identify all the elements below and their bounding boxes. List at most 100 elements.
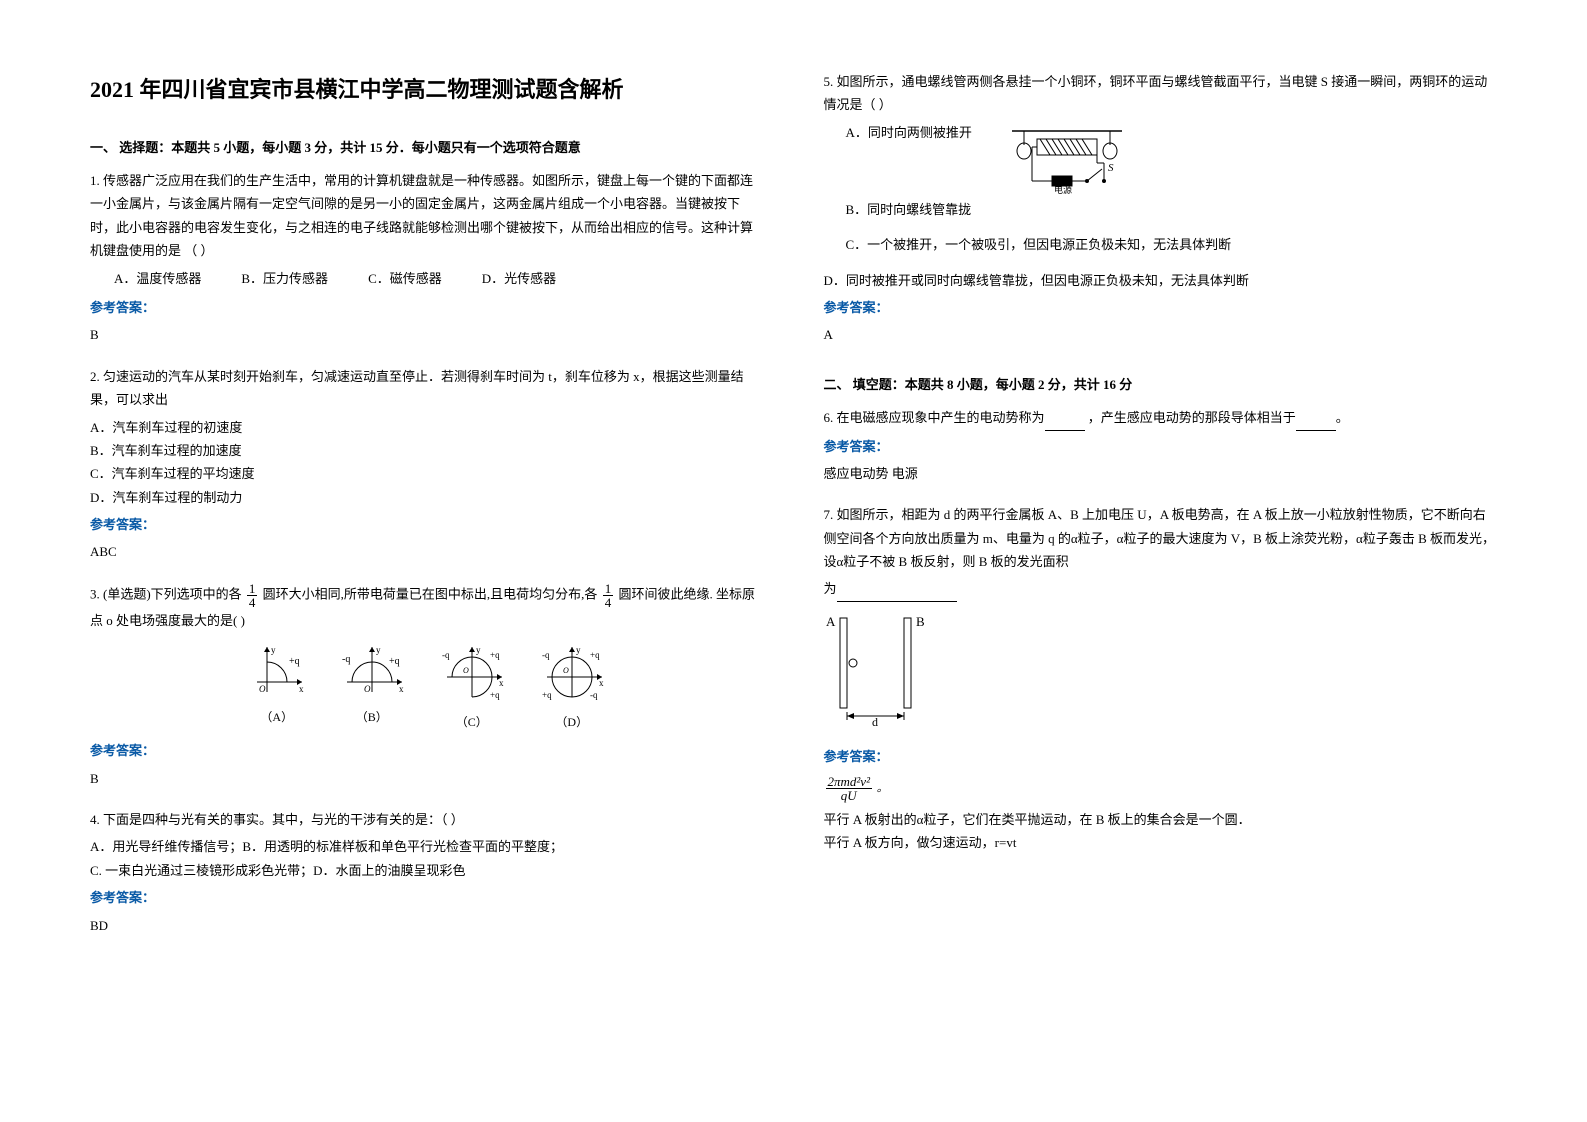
q4-answer: BD (90, 914, 764, 937)
svg-text:x: x (299, 684, 304, 694)
q2-opt-b: B．汽车刹车过程的加速度 (90, 439, 764, 462)
q3-answer: B (90, 767, 764, 790)
label-b: B (916, 614, 925, 629)
q5-circuit-diagram: 电源 S (992, 121, 1142, 198)
q1-answer-label: 参考答案： (90, 296, 764, 319)
q4-line2: C. 一束白光通过三棱镜形成彩色光带；D．水面上的油膜呈现彩色 (90, 859, 764, 882)
q3-stem: 3. (单选题)下列选项中的各 14 圆环大小相同,所带电荷量已在图中标出,且电… (90, 582, 764, 632)
label-a: A (826, 614, 836, 629)
q3-answer-label: 参考答案： (90, 739, 764, 762)
question-6: 6. 在电磁感应现象中产生的电动势称为 ，产生感应电动势的那段导体相当于 。 参… (824, 406, 1498, 495)
right-column: 5. 如图所示，通电螺线管两侧各悬挂一个小铜环，铜环平面与螺线管截面平行，当电键… (824, 70, 1498, 1082)
q5-opt-a: A．同时向两侧被推开 (846, 121, 972, 144)
q3-label-d: （D） (537, 712, 607, 734)
svg-text:+q: +q (490, 650, 500, 660)
q1-options: A．温度传感器 B．压力传感器 C．磁传感器 D．光传感器 (114, 267, 764, 290)
q7-stem: 7. 如图所示，相距为 d 的两平行金属板 A、B 上加电压 U，A 板电势高，… (824, 503, 1498, 573)
q3-label-c: （C） (437, 712, 507, 734)
formula-trail: 。 (874, 782, 888, 794)
q3-label-b: （B） (337, 707, 407, 729)
q6-answer-label: 参考答案： (824, 435, 1498, 458)
q3-pre: 3. (单选题)下列选项中的各 (90, 586, 242, 601)
question-5: 5. 如图所示，通电螺线管两侧各悬挂一个小铜环，铜环平面与螺线管截面平行，当电键… (824, 70, 1498, 357)
q1-opt-b: B．压力传感器 (241, 267, 328, 290)
q7-explain-2: 平行 A 板方向，做匀速运动，r=vt (824, 831, 1498, 854)
question-1: 1. 传感器广泛应用在我们的生产生活中，常用的计算机键盘就是一种传感器。如图所示… (90, 169, 764, 357)
question-4: 4. 下面是四种与光有关的事实。其中，与光的干涉有关的是：（ ） A．用光导纤维… (90, 808, 764, 947)
formula-top: 2πmd²v² (826, 775, 872, 789)
question-3: 3. (单选题)下列选项中的各 14 圆环大小相同,所带电荷量已在图中标出,且电… (90, 582, 764, 800)
fraction-icon: 14 (247, 582, 258, 609)
q5-answer-label: 参考答案： (824, 296, 1498, 319)
svg-text:+q: +q (490, 690, 500, 700)
q6-stem: 6. 在电磁感应现象中产生的电动势称为 ，产生感应电动势的那段导体相当于 。 (824, 406, 1498, 430)
q3-mid: 圆环大小相同,所带电荷量已在图中标出,且电荷均匀分布,各 (263, 586, 598, 601)
q7-tail-text: 为 (824, 581, 837, 596)
formula-bot: qU (826, 789, 872, 802)
left-column: 2021 年四川省宜宾市县横江中学高二物理测试题含解析 一、 选择题：本题共 5… (90, 70, 764, 1082)
q1-answer: B (90, 323, 764, 346)
page-title: 2021 年四川省宜宾市县横江中学高二物理测试题含解析 (90, 70, 764, 110)
svg-text:x: x (599, 678, 604, 688)
svg-text:+q: +q (289, 656, 300, 667)
q5-stem: 5. 如图所示，通电螺线管两侧各悬挂一个小铜环，铜环平面与螺线管截面平行，当电键… (824, 70, 1498, 117)
svg-text:y: y (376, 645, 381, 655)
q2-opt-a: A．汽车刹车过程的初速度 (90, 416, 764, 439)
svg-text:+q: +q (590, 650, 600, 660)
diagram-d-svg: -q +q +q -q x y O (537, 642, 607, 702)
q3-diagram-c: -q +q +q x y O （C） (437, 642, 507, 733)
q4-answer-label: 参考答案： (90, 886, 764, 909)
svg-text:y: y (271, 645, 276, 655)
svg-text:+q: +q (542, 690, 552, 700)
svg-text:O: O (463, 666, 469, 675)
q5-opt-b: B．同时向螺线管靠拢 (846, 198, 1498, 221)
section-2-header: 二、 填空题：本题共 8 小题，每小题 2 分，共计 16 分 (824, 373, 1498, 396)
q7-answer-label: 参考答案： (824, 745, 1498, 768)
q1-stem: 1. 传感器广泛应用在我们的生产生活中，常用的计算机键盘就是一种传感器。如图所示… (90, 169, 764, 263)
svg-text:S: S (1108, 162, 1114, 174)
svg-text:-q: -q (342, 654, 350, 665)
q4-line1: A．用光导纤维传播信号；B．用透明的标准样板和单色平行光检查平面的平整度； (90, 835, 764, 858)
svg-text:y: y (576, 645, 581, 655)
svg-text:-q: -q (442, 650, 450, 660)
diagram-b-svg: -q +q x y O (337, 642, 407, 697)
q2-stem: 2. 匀速运动的汽车从某时刻开始刹车，匀减速运动直至停止．若测得刹车时间为 t，… (90, 365, 764, 412)
q3-diagram-d: -q +q +q -q x y O （D） (537, 642, 607, 733)
question-2: 2. 匀速运动的汽车从某时刻开始刹车，匀减速运动直至停止．若测得刹车时间为 t，… (90, 365, 764, 574)
svg-text:y: y (476, 645, 481, 655)
label-d: d (872, 715, 878, 728)
svg-text:x: x (399, 684, 404, 694)
q2-opt-d: D．汽车刹车过程的制动力 (90, 486, 764, 509)
q4-stem: 4. 下面是四种与光有关的事实。其中，与光的干涉有关的是：（ ） (90, 808, 764, 831)
q2-opt-c: C．汽车刹车过程的平均速度 (90, 462, 764, 485)
q7-formula: 2πmd²v²qU 。 (824, 775, 1498, 802)
q1-opt-d: D．光传感器 (482, 267, 556, 290)
blank-1 (1045, 406, 1085, 430)
q5-opt-c: C．一个被推开，一个被吸引，但因电源正负极未知，无法具体判断 (846, 233, 1498, 256)
svg-text:x: x (499, 678, 504, 688)
q5-answer: A (824, 323, 1498, 346)
blank-3 (837, 577, 957, 601)
svg-text:-q: -q (542, 650, 550, 660)
q2-answer-label: 参考答案： (90, 513, 764, 536)
q7-stem-tail: 为 (824, 577, 1498, 601)
q3-diagrams: +q x y O （A） -q +q x y (90, 642, 764, 733)
svg-text:O: O (364, 684, 371, 694)
q6-pre: 6. 在电磁感应现象中产生的电动势称为 (824, 410, 1045, 425)
svg-text:+q: +q (389, 656, 400, 667)
blank-2 (1296, 406, 1336, 430)
svg-text:电源: 电源 (1054, 184, 1072, 195)
q7-capacitor-diagram: A B d (824, 608, 934, 728)
section-1-header: 一、 选择题：本题共 5 小题，每小题 3 分，共计 15 分．每小题只有一个选… (90, 136, 764, 159)
q7-explain-1: 平行 A 板射出的α粒子，它们在类平抛运动，在 B 板上的集合会是一个圆． (824, 808, 1498, 831)
q1-opt-a: A．温度传感器 (114, 267, 201, 290)
diagram-a-svg: +q x y O (247, 642, 307, 697)
svg-text:O: O (259, 684, 266, 694)
diagram-c-svg: -q +q +q x y O (437, 642, 507, 702)
q3-diagram-a: +q x y O （A） (247, 642, 307, 733)
q6-post: 。 (1336, 410, 1349, 425)
q2-answer: ABC (90, 540, 764, 563)
question-7: 7. 如图所示，相距为 d 的两平行金属板 A、B 上加电压 U，A 板电势高，… (824, 503, 1498, 854)
q6-answer: 感应电动势 电源 (824, 462, 1498, 485)
svg-text:-q: -q (590, 690, 598, 700)
